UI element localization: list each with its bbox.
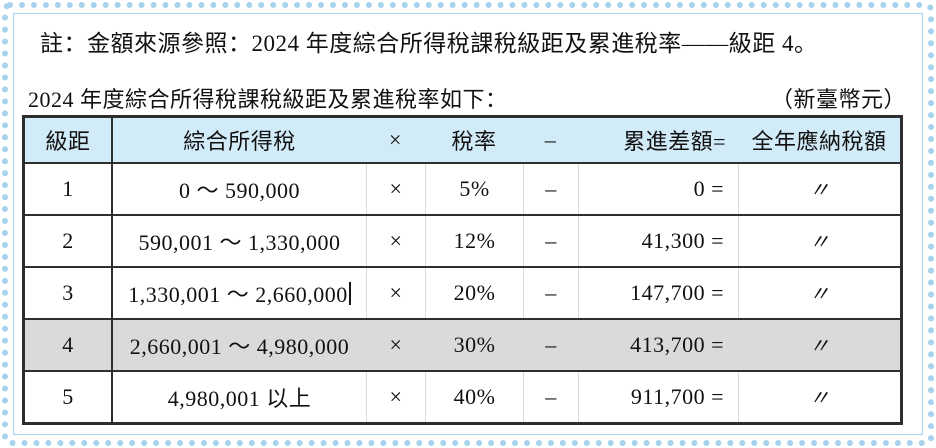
cell-rate: 30% [425, 320, 523, 370]
cell-difference: 147,700 = [578, 268, 738, 318]
header-rate: 稅率 [451, 129, 497, 154]
table-header-row: 級距 綜合所得稅 × 稅率 – 累進差額= 全年應納稅額 [25, 118, 900, 162]
table-row-4-highlighted: 4 2,660,001 ～ 4,980,000 × 30% – 413,700 … [25, 318, 900, 370]
cell-minus: – [523, 164, 578, 214]
cell-times: × [366, 216, 425, 266]
cell-times: × [366, 372, 425, 422]
cell-rate: 20% [425, 268, 523, 318]
cell-bracket: 4 [25, 320, 113, 370]
cell-annual: 〃 [738, 216, 900, 266]
cell-minus: – [523, 268, 578, 318]
cell-income: 0 ～ 590,000 [178, 178, 300, 203]
header-times: × [389, 127, 402, 152]
cell-difference: 413,700 = [578, 320, 738, 370]
table-row-1: 1 0 ～ 590,000 × 5% – 0 = 〃 [25, 162, 900, 214]
header-bracket: 級距 [25, 118, 113, 162]
caption-text: 2024 年度綜合所得稅課稅級距及累進稅率如下： [28, 87, 508, 112]
note-text: 註：金額來源參照：2024 年度綜合所得稅課稅級距及累進稅率——級距 4。 [40, 31, 818, 56]
cell-rate: 12% [425, 216, 523, 266]
header-annual: 全年應納稅額 [751, 129, 887, 154]
cell-annual: 〃 [738, 320, 900, 370]
cell-times: × [366, 164, 425, 214]
header-income: 綜合所得稅 [183, 129, 296, 154]
unit-label: （新臺幣元） [770, 87, 906, 112]
header-difference: 累進差額= [623, 129, 726, 154]
cell-difference: 911,700 = [578, 372, 738, 422]
cell-difference: 41,300 = [578, 216, 738, 266]
tax-bracket-table: 級距 綜合所得稅 × 稅率 – 累進差額= 全年應納稅額 1 0 ～ 590,0… [22, 115, 903, 425]
cell-times: × [366, 268, 425, 318]
cell-bracket: 5 [25, 372, 113, 422]
cell-rate: 40% [425, 372, 523, 422]
cell-bracket: 2 [25, 216, 113, 266]
cell-annual: 〃 [738, 268, 900, 318]
table-row-5: 5 4,980,001 以上 × 40% – 911,700 = 〃 [25, 370, 900, 422]
cell-bracket: 1 [25, 164, 113, 214]
cell-income: 590,001 ～ 1,330,000 [138, 230, 341, 255]
text-cursor [348, 281, 351, 305]
cell-income-text: 1,330,001 ～ 2,660,000 [128, 282, 348, 307]
table-row-2: 2 590,001 ～ 1,330,000 × 12% – 41,300 = 〃 [25, 214, 900, 266]
table-row-3: 3 1,330,001 ～ 2,660,000 × 20% – 147,700 … [25, 266, 900, 318]
cell-minus: – [523, 320, 578, 370]
caption-row: 2024 年度綜合所得稅課稅級距及累進稅率如下： （新臺幣元） [28, 82, 906, 114]
cell-minus: – [523, 372, 578, 422]
cell-minus: – [523, 216, 578, 266]
cell-bracket: 3 [25, 268, 113, 318]
cell-income: 2,660,001 ～ 4,980,000 [129, 334, 350, 359]
header-minus: – [544, 127, 557, 152]
cell-difference: 0 = [578, 164, 738, 214]
cell-income-editing[interactable]: 1,330,001 ～ 2,660,000 [113, 268, 366, 318]
cell-income: 4,980,001 以上 [167, 386, 312, 411]
cell-annual: 〃 [738, 164, 900, 214]
cell-annual: 〃 [738, 372, 900, 422]
cell-times: × [366, 320, 425, 370]
cell-rate: 5% [425, 164, 523, 214]
